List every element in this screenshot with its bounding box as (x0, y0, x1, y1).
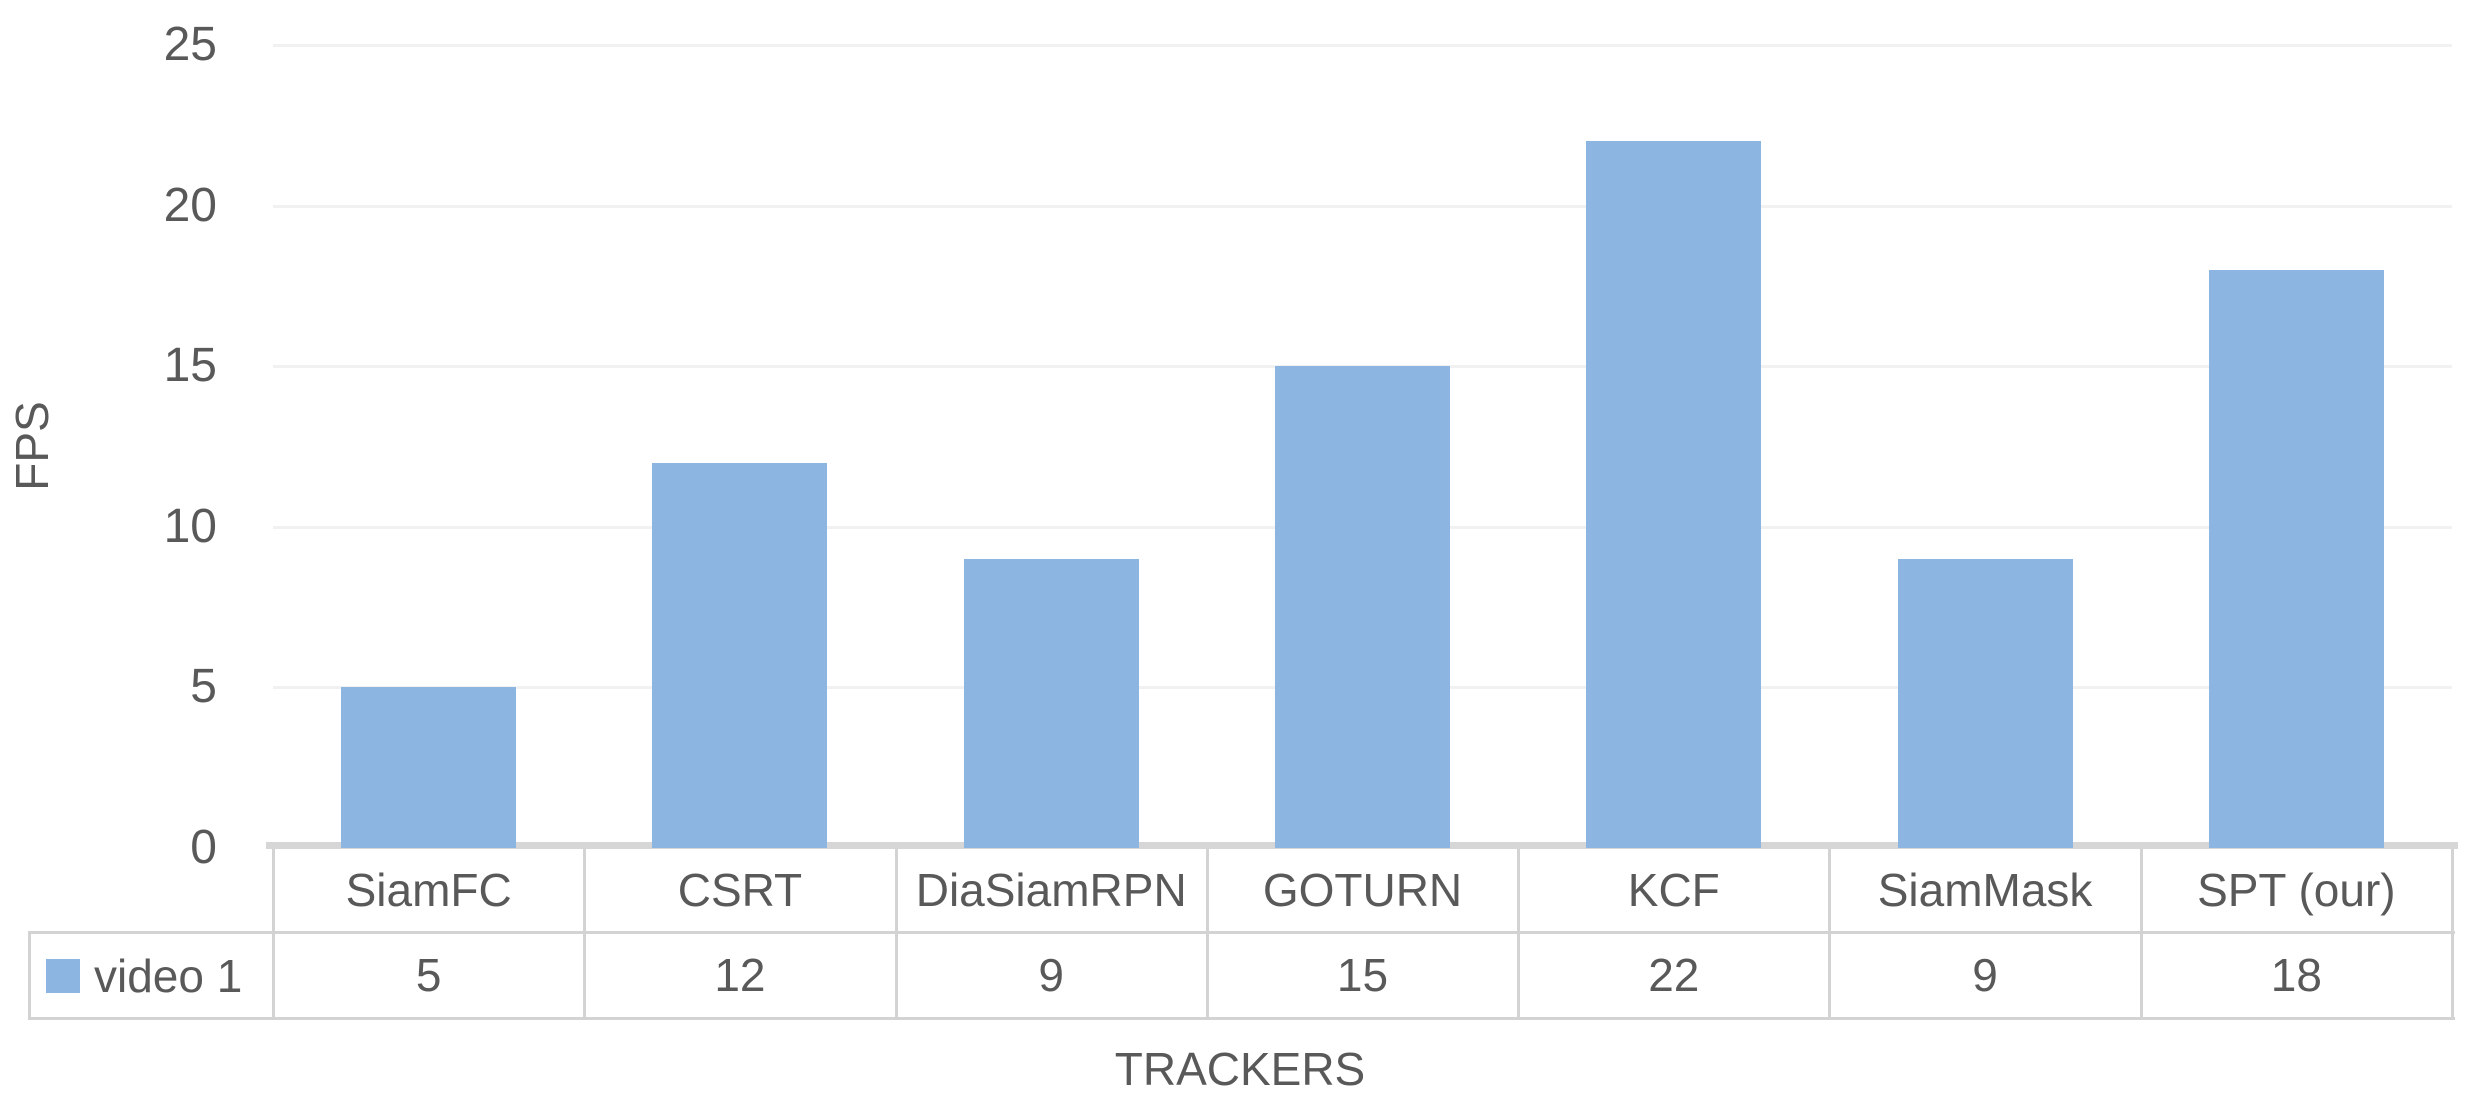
table-header-cell: CSRT (677, 864, 803, 916)
table-column-border (583, 849, 587, 1020)
table-column-border (2451, 849, 2454, 1020)
table-column-border (2139, 849, 2143, 1020)
bar (1275, 366, 1450, 848)
table-column-border (272, 849, 275, 1020)
table-column-border (1517, 849, 1521, 1020)
table-column-border (1205, 849, 1209, 1020)
table-header-cell: DiaSiamRPN (915, 864, 1187, 916)
gridline (273, 44, 2452, 47)
table-header-cell: SiamMask (1877, 864, 2093, 916)
y-axis-tick-label: 5 (190, 660, 217, 714)
y-axis-title: FPS (6, 401, 58, 491)
y-axis-tick-label: 10 (163, 499, 217, 553)
table-value-cell: 5 (415, 949, 442, 1001)
x-axis-title: TRACKERS (1114, 1043, 1366, 1095)
y-axis-tick-label: 15 (163, 339, 217, 393)
bar (652, 462, 828, 848)
table-column-border (894, 849, 898, 1020)
bar (341, 687, 517, 848)
table-bottom-border (28, 1017, 2455, 1020)
bar (963, 558, 1139, 848)
table-header-cell: GOTURN (1262, 864, 1463, 916)
table-row-separator (28, 931, 2455, 934)
table-header-cell: SiamFC (345, 864, 512, 916)
table-value-cell: 9 (1038, 949, 1064, 1001)
table-header-cell: SPT (our) (2197, 864, 2396, 916)
legend-swatch (46, 958, 80, 993)
y-axis-tick-label: 25 (163, 18, 217, 71)
table-value-cell: 12 (714, 949, 766, 1001)
legend-series-label: video 1 (94, 949, 243, 1002)
gridline (273, 204, 2452, 208)
bar (1897, 558, 2073, 848)
y-axis-tick-label: 20 (163, 178, 217, 232)
table-column-border (1828, 849, 1832, 1020)
y-axis-tick-label: 0 (190, 821, 217, 874)
bar (1586, 141, 1762, 848)
table-value-cell: 18 (2270, 949, 2322, 1001)
bar (2208, 269, 2384, 848)
table-value-cell: 22 (1648, 949, 1700, 1001)
legend-cell: video 1 (28, 934, 273, 1017)
table-value-cell: 15 (1336, 949, 1389, 1001)
table-header-cell: KCF (1627, 864, 1720, 916)
table-left-border (28, 931, 31, 1020)
table-value-cell: 9 (1972, 949, 1998, 1001)
